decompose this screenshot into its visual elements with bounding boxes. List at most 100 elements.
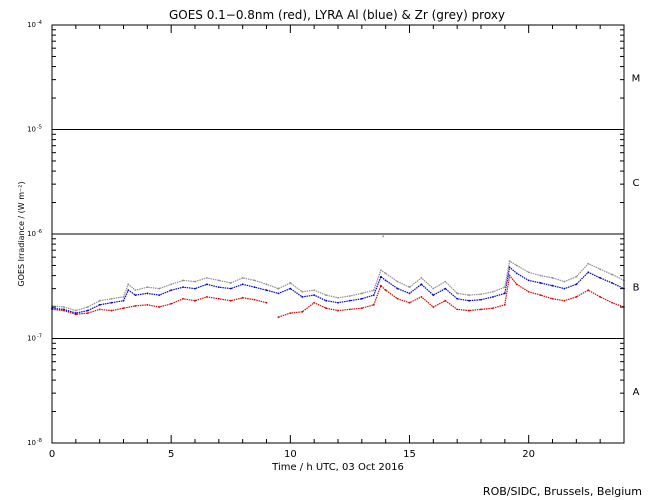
series-point-2-31 — [396, 287, 399, 290]
series-point-1-0 — [277, 316, 280, 319]
series-point-2-34 — [432, 294, 435, 297]
flare-class-labels: A B C M — [632, 73, 641, 398]
series-point-2-8 — [134, 294, 137, 297]
series-point-0-10 — [170, 302, 173, 305]
series-point-2-16 — [229, 287, 232, 290]
series-point-2-17 — [241, 283, 244, 286]
series-point-3-47 — [575, 275, 578, 278]
series-point-0-11 — [182, 297, 184, 300]
y-tick-exponent-3: -5 — [37, 125, 42, 131]
series-point-3-8 — [134, 289, 137, 292]
series-point-3-7 — [127, 283, 130, 286]
x-axis-ticks: 0 5 10 15 20 — [49, 25, 625, 460]
series-point-0-15 — [229, 299, 232, 302]
series-point-2-21 — [289, 287, 292, 290]
x-tick-label-3: 15 — [403, 449, 416, 460]
series-point-3-48 — [587, 262, 590, 265]
series-point-3-1 — [63, 306, 65, 308]
series-point-0-7 — [134, 305, 137, 307]
series-point-3-34 — [432, 287, 435, 290]
y-tick-label-3: 10 — [27, 126, 36, 134]
series-point-1-5 — [337, 309, 339, 312]
series-point-1-27 — [575, 296, 578, 298]
series-point-3-36 — [456, 292, 459, 295]
series-point-2-48 — [587, 271, 590, 274]
series-point-1-18 — [480, 308, 482, 311]
y-axis-ticks: 10-810-710-610-510-4 — [27, 20, 624, 447]
series-point-2-5 — [110, 301, 113, 304]
series-point-2-1 — [63, 308, 65, 311]
series-point-0-17 — [253, 298, 256, 301]
series-point-2-37 — [468, 299, 470, 302]
series-point-3-16 — [229, 282, 232, 284]
series-point-3-42 — [515, 264, 518, 267]
series-point-3-43 — [527, 271, 530, 274]
series-point-3-41 — [508, 260, 511, 263]
y-tick-label-1: 10 — [27, 335, 36, 343]
series-point-1-29 — [599, 296, 602, 298]
series-point-3-13 — [194, 280, 196, 283]
series-point-3-20 — [277, 287, 280, 290]
series-point-1-26 — [563, 299, 566, 302]
series-point-2-33 — [420, 283, 423, 286]
series-point-1-11 — [396, 297, 399, 300]
series-point-3-10 — [158, 287, 161, 290]
series-point-2-29 — [380, 275, 382, 278]
series-point-1-19 — [492, 307, 494, 310]
flare-class-label-C: C — [633, 178, 640, 189]
series-point-3-30 — [384, 272, 387, 275]
series-point-2-49 — [599, 277, 602, 279]
series-point-2-39 — [492, 296, 494, 298]
series-point-1-23 — [527, 290, 530, 293]
series-point-0-18 — [265, 301, 268, 304]
series-point-0-3 — [86, 312, 89, 315]
series-point-2-44 — [539, 282, 542, 284]
series-point-3-3 — [86, 306, 89, 308]
series-point-3-21 — [289, 282, 292, 284]
series-point-0-16 — [241, 296, 244, 299]
isolated-point-0 — [382, 235, 385, 238]
series-point-1-14 — [432, 306, 435, 308]
series-point-2-22 — [301, 296, 304, 298]
series-point-3-15 — [217, 279, 220, 282]
series-point-3-19 — [265, 283, 268, 286]
y-tick-label-0: 10 — [27, 439, 36, 447]
series-point-0-14 — [217, 297, 220, 300]
series-point-3-44 — [539, 274, 542, 277]
flare-class-label-A: A — [633, 387, 640, 398]
series-point-2-15 — [217, 286, 220, 289]
series-point-2-25 — [337, 301, 339, 304]
series-point-3-27 — [360, 292, 363, 295]
series-point-3-40 — [503, 286, 506, 289]
series-point-0-4 — [98, 308, 101, 311]
series-point-3-25 — [337, 296, 339, 299]
series-point-2-11 — [170, 289, 173, 292]
series-point-1-1 — [289, 312, 292, 315]
series-point-3-6 — [122, 296, 125, 298]
series-point-3-49 — [599, 268, 602, 271]
series-point-2-2 — [74, 312, 77, 315]
flare-class-label-B: B — [633, 282, 640, 293]
series-point-1-30 — [611, 301, 613, 304]
series-point-1-2 — [301, 310, 304, 313]
series-point-1-21 — [508, 274, 511, 277]
series-point-1-10 — [384, 289, 387, 292]
series-point-3-24 — [325, 294, 327, 297]
series-point-3-29 — [380, 269, 382, 272]
series-point-2-18 — [253, 286, 256, 289]
x-axis-label: Time / h UTC, 03 Oct 2016 — [271, 462, 404, 473]
y-axis-label: GOES Irradiance / (W m⁻²) — [17, 181, 26, 286]
series-line-1 — [278, 274, 625, 318]
series-point-3-28 — [372, 289, 375, 292]
series-point-1-15 — [444, 299, 447, 302]
series-point-3-23 — [313, 289, 316, 292]
series-point-2-42 — [515, 272, 518, 275]
series-point-0-13 — [206, 296, 208, 298]
series-point-2-32 — [408, 292, 411, 295]
series-line-3 — [51, 260, 625, 312]
series-point-3-46 — [563, 280, 566, 283]
series-point-3-2 — [74, 309, 77, 312]
series-point-2-43 — [527, 279, 530, 282]
series-point-2-13 — [194, 287, 196, 290]
